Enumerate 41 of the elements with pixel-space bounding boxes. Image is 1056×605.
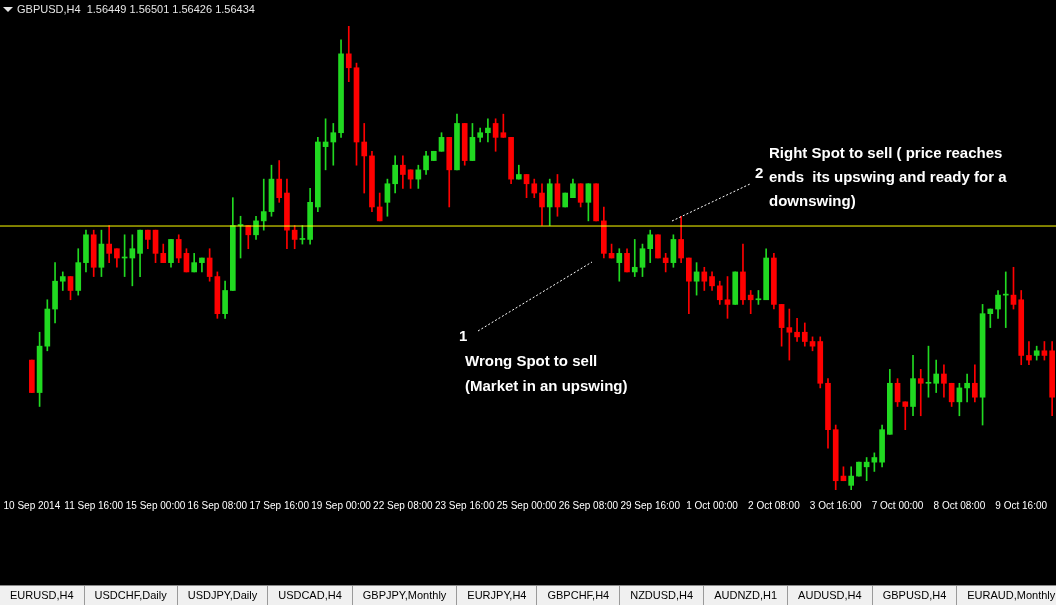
text: NZDUSD,H4 [620,586,705,605]
annotation: Wrong Spot to sell (Market in an upswing) [465,352,628,395]
text: GBPJPY,Monthly [352,586,458,605]
x-tick-label: 22 Sep 08:00 [373,499,434,511]
candlestick [732,271,739,305]
candlestick [430,150,437,161]
text: EURUSD,H4 [0,586,85,605]
candlestick [562,192,569,208]
text: USDCAD,H4 [268,586,353,605]
candlestick [593,183,599,222]
x-tick-label: 7 Oct 00:00 [871,499,924,511]
x-tick-label: 17 Sep 16:00 [249,499,310,511]
text: AUDUSD,H4 [788,586,873,605]
x-tick-label: 29 Sep 16:00 [620,499,681,511]
text: USDJPY,Daily [177,586,269,605]
candlestick [29,359,35,393]
x-tick-label: 26 Sep 08:00 [558,499,619,511]
x-tick-label: 25 Sep 00:00 [496,499,557,511]
x-tick-label: 11 Sep 16:00 [64,499,124,511]
x-tick-label: 19 Sep 00:00 [311,499,372,511]
candlestick [655,234,661,259]
x-tick-label: 10 Sep 2014 [3,499,61,511]
x-tick-label: 23 Sep 16:00 [434,499,495,511]
chart-title: GBPUSD,H4 1.56449 1.56501 1.56426 1.56434 [17,3,255,15]
x-tick-label: 8 Oct 08:00 [933,499,986,511]
text: USDCHF,Daily [84,586,178,605]
text: GBPUSD,H4 [872,586,958,605]
x-tick-label: 16 Sep 08:00 [187,499,248,511]
annotation: 1 [459,327,468,345]
x-tick-label: 15 Sep 00:00 [125,499,186,511]
text: GBPCHF,H4 [537,586,621,605]
x-tick-label: 1 Oct 00:00 [686,499,739,511]
x-tick-label: 9 Oct 16:00 [995,499,1048,511]
x-tick-label: 2 Oct 08:00 [748,499,801,511]
x-tick-label: 3 Oct 16:00 [809,499,862,511]
annotation: Right Spot to sell ( price reaches ends its upswing and ready for a downswing) [769,144,1008,210]
text: EURAUD,Monthly [957,586,1056,605]
text: EURJPY,H4 [457,586,538,605]
text: AUDNZD,H1 [704,586,789,605]
candlestick [856,461,862,477]
annotation: 2 [755,164,764,182]
